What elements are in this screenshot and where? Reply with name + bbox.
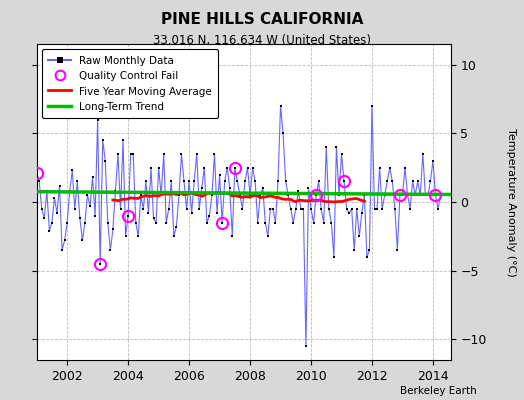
Text: 33.016 N, 116.634 W (United States): 33.016 N, 116.634 W (United States) bbox=[153, 34, 371, 47]
Y-axis label: Temperature Anomaly (°C): Temperature Anomaly (°C) bbox=[506, 128, 516, 276]
Text: Berkeley Earth: Berkeley Earth bbox=[400, 386, 477, 396]
Legend: Raw Monthly Data, Quality Control Fail, Five Year Moving Average, Long-Term Tren: Raw Monthly Data, Quality Control Fail, … bbox=[42, 49, 219, 118]
Text: PINE HILLS CALIFORNIA: PINE HILLS CALIFORNIA bbox=[161, 12, 363, 27]
